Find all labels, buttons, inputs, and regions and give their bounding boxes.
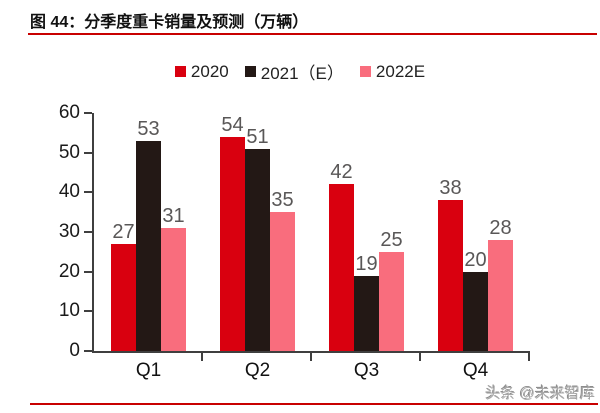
bar-2022e-q2 (270, 212, 295, 351)
bar-value-label-2020-q4: 38 (439, 177, 462, 200)
bar-value-label-2021e-q3: 19 (355, 252, 378, 275)
x-category-label-Q1: Q1 (135, 360, 162, 381)
title-underline-rule (28, 33, 597, 35)
legend-swatch-2022e-icon (359, 66, 371, 77)
bar-value-label-2022e-q3: 25 (380, 228, 403, 251)
watermark-text: 头条 @未来智库 (485, 385, 595, 402)
bar-value-label-2022e-q2: 35 (271, 189, 294, 212)
bar-2021e-q1 (136, 140, 161, 351)
bar-value-label-2020-q1: 27 (112, 220, 135, 243)
bar-value-label-2020-q2: 54 (221, 113, 244, 136)
bar-2022e-q1 (161, 228, 186, 351)
bar-2021e-q4 (463, 271, 488, 351)
y-tick-label-50: 50 (58, 141, 80, 163)
y-tick-label-10: 10 (58, 300, 80, 322)
y-tick-mark-20 (84, 270, 92, 273)
bar-value-label-2021e-q4: 20 (464, 248, 487, 271)
bar-2020-q2 (220, 136, 245, 351)
bar-2020-q3 (329, 184, 354, 351)
bar-value-label-2022e-q1: 31 (162, 205, 185, 228)
y-tick-mark-10 (84, 310, 92, 313)
bar-2021e-q3 (354, 275, 379, 351)
legend-label-2021e: 2021（E） (260, 64, 344, 83)
y-tick-mark-30 (84, 231, 92, 233)
plot-area: 0 10 20 30 40 50 60 Q1 27 53 31 Q2 54 51 35 Q3 42 19 25 Q4 3… (59, 103, 530, 381)
y-tick-mark-60 (84, 112, 92, 114)
x-category-label-Q4: Q4 (462, 360, 489, 381)
legend-item-2022e: 2022E (359, 61, 426, 82)
bar-value-label-2022e-q4: 28 (489, 216, 512, 239)
legend-item-2021e: 2021（E） (244, 59, 344, 84)
bar-value-label-2020-q3: 42 (330, 161, 353, 184)
x-tick-mark-2 (310, 353, 312, 361)
y-tick-label-20: 20 (58, 260, 80, 282)
figure-title: 图 44：分季度重卡销量及预测（万辆） (30, 14, 309, 31)
y-tick-mark-50 (84, 151, 92, 154)
x-tick-mark-4 (528, 353, 530, 361)
legend-swatch-2021e-icon (244, 66, 256, 77)
bar-2020-q4 (438, 200, 463, 351)
y-tick-label-30: 30 (58, 221, 80, 242)
x-tick-mark-1 (201, 353, 203, 361)
bar-2020-q1 (111, 243, 136, 351)
x-category-label-Q3: Q3 (353, 360, 380, 381)
y-tick-mark-40 (84, 191, 92, 194)
bar-value-label-2021e-q1: 53 (137, 117, 160, 140)
bottom-rule (30, 403, 598, 405)
legend-item-2020: 2020 (174, 61, 229, 82)
bar-2022e-q3 (379, 251, 404, 351)
chart-legend: 2020 2021（E） 2022E (0, 59, 600, 84)
legend-swatch-2020-icon (174, 66, 186, 77)
y-tick-label-0: 0 (69, 340, 80, 361)
y-tick-mark-0 (84, 350, 92, 352)
bar-value-label-2021e-q2: 51 (246, 125, 269, 148)
y-tick-label-60: 60 (58, 102, 80, 123)
x-tick-mark-3 (419, 353, 421, 361)
x-category-label-Q2: Q2 (244, 360, 271, 381)
bar-2022e-q4 (488, 239, 513, 351)
legend-label-2020: 2020 (190, 61, 229, 81)
legend-label-2022e: 2022E (375, 61, 426, 81)
y-tick-label-40: 40 (58, 181, 80, 203)
bar-2021e-q2 (245, 148, 270, 351)
